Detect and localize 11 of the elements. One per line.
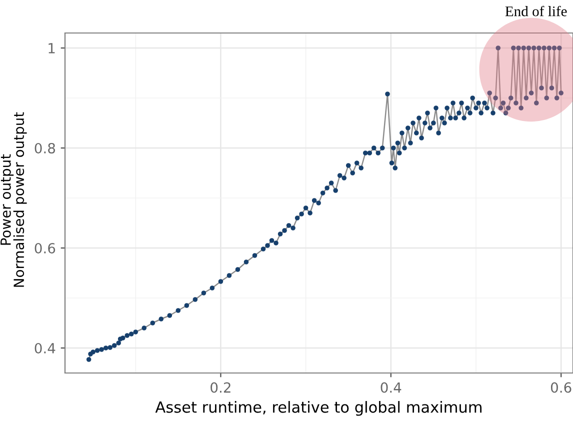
x-tick-label: 0.4 (380, 382, 402, 393)
text: Power output (0, 154, 14, 245)
x-tick-label: 0.6 (550, 382, 572, 393)
y-tick-label: 0.6 (34, 242, 56, 254)
text: End of life (505, 6, 567, 16)
x-tick-label: 0.2 (210, 382, 230, 393)
y-axis-title: Normalised power output (13, 112, 27, 287)
y-tick-label: 1 (48, 43, 55, 54)
x-axis-title: Asset runtime, relative to global maximum (155, 401, 482, 416)
y-tick-label: 0.4 (34, 342, 56, 354)
y-tick-label: 0.8 (34, 142, 56, 154)
